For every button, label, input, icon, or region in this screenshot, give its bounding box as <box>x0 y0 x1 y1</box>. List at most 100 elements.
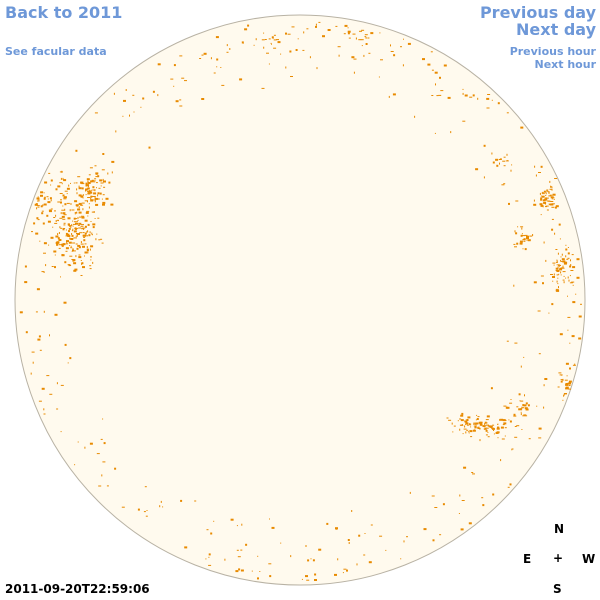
facula-speck <box>353 58 357 60</box>
facula-speck <box>539 203 543 206</box>
facula-speck <box>57 201 61 203</box>
facula-speck <box>43 197 46 200</box>
previous-hour-link[interactable]: Previous hour <box>509 45 596 58</box>
facula-speck <box>567 247 569 248</box>
facula-speck <box>521 227 523 230</box>
facula-speck <box>78 211 82 214</box>
see-facular-data-link[interactable]: See facular data <box>5 45 107 58</box>
facula-speck <box>42 222 45 225</box>
facula-speck <box>268 563 272 565</box>
facula-speck <box>548 192 550 194</box>
facula-speck <box>563 393 565 396</box>
facula-speck <box>68 225 72 227</box>
facula-speck <box>556 267 559 270</box>
facula-speck <box>140 106 142 108</box>
facula-speck <box>74 227 77 230</box>
facula-speck <box>552 280 554 282</box>
facula-speck <box>67 217 71 220</box>
facula-speck <box>560 267 564 269</box>
facula-speck <box>85 182 88 185</box>
facula-speck <box>74 212 77 214</box>
facula-speck <box>477 426 480 428</box>
facula-speck <box>546 190 549 192</box>
facula-speck <box>132 94 135 96</box>
facula-speck <box>111 171 113 174</box>
facula-speck <box>347 539 350 541</box>
facula-speck <box>469 430 473 433</box>
facula-speck <box>520 126 524 129</box>
facula-speck <box>221 84 225 86</box>
facula-speck <box>367 37 370 39</box>
facula-speck <box>466 429 469 431</box>
facula-speck <box>528 438 531 440</box>
facula-speck <box>561 258 565 261</box>
facula-speck <box>92 261 94 264</box>
facula-speck <box>70 182 71 184</box>
facula-speck <box>571 254 574 256</box>
facula-speck <box>503 156 506 158</box>
facula-speck <box>78 187 82 190</box>
facula-speck <box>95 173 98 175</box>
facula-speck <box>56 244 59 246</box>
facula-speck <box>80 181 83 184</box>
facula-speck <box>302 49 305 51</box>
facula-speck <box>85 211 89 214</box>
facula-speck <box>97 194 99 197</box>
facula-speck <box>344 24 348 27</box>
facula-speck <box>348 37 351 39</box>
facula-speck <box>541 193 545 195</box>
facula-speck <box>46 375 50 377</box>
facula-speck <box>557 386 560 388</box>
facula-speck <box>61 215 65 218</box>
facula-speck <box>62 194 65 197</box>
facula-speck <box>479 423 482 426</box>
facula-speck <box>488 425 491 427</box>
facula-speck <box>73 221 77 223</box>
facula-speck <box>277 41 281 44</box>
facula-speck <box>462 433 464 435</box>
facula-speck <box>562 271 566 273</box>
facula-speck <box>560 380 563 383</box>
facula-speck <box>555 270 557 271</box>
facula-speck <box>461 424 463 425</box>
facula-speck <box>465 423 467 425</box>
facula-speck <box>106 485 109 487</box>
facula-speck <box>73 262 77 265</box>
facula-speck <box>516 406 519 408</box>
facula-speck <box>549 194 553 196</box>
facula-speck <box>465 431 467 434</box>
facula-speck <box>309 56 311 59</box>
facula-speck <box>525 408 529 411</box>
facula-speck <box>74 218 78 220</box>
facula-speck <box>76 206 78 208</box>
next-hour-link[interactable]: Next hour <box>534 58 597 71</box>
facula-speck <box>523 240 526 242</box>
facula-speck <box>42 204 44 207</box>
facula-speck <box>406 536 408 538</box>
facula-speck <box>70 247 73 249</box>
facula-speck <box>472 94 475 97</box>
facula-speck <box>506 340 509 342</box>
facula-speck <box>541 195 545 198</box>
facula-speck <box>51 266 54 267</box>
back-to-year-link[interactable]: Back to 2011 <box>5 3 123 22</box>
facula-speck <box>553 264 555 266</box>
facula-speck <box>77 219 79 221</box>
facula-speck <box>102 178 104 181</box>
facula-speck <box>240 569 244 572</box>
facula-speck <box>439 534 442 536</box>
facula-speck <box>66 233 70 236</box>
facula-speck <box>38 199 40 202</box>
facula-speck <box>549 180 551 183</box>
facula-speck <box>269 518 270 520</box>
facula-speck <box>523 404 527 407</box>
facula-speck <box>226 51 229 53</box>
facula-speck <box>68 264 71 267</box>
facula-speck <box>81 187 84 190</box>
facula-speck <box>80 275 83 276</box>
facula-speck <box>19 311 23 314</box>
facula-speck <box>68 241 72 244</box>
facula-speck <box>54 266 56 269</box>
next-day-link[interactable]: Next day <box>516 20 596 39</box>
previous-day-link[interactable]: Previous day <box>479 3 596 22</box>
